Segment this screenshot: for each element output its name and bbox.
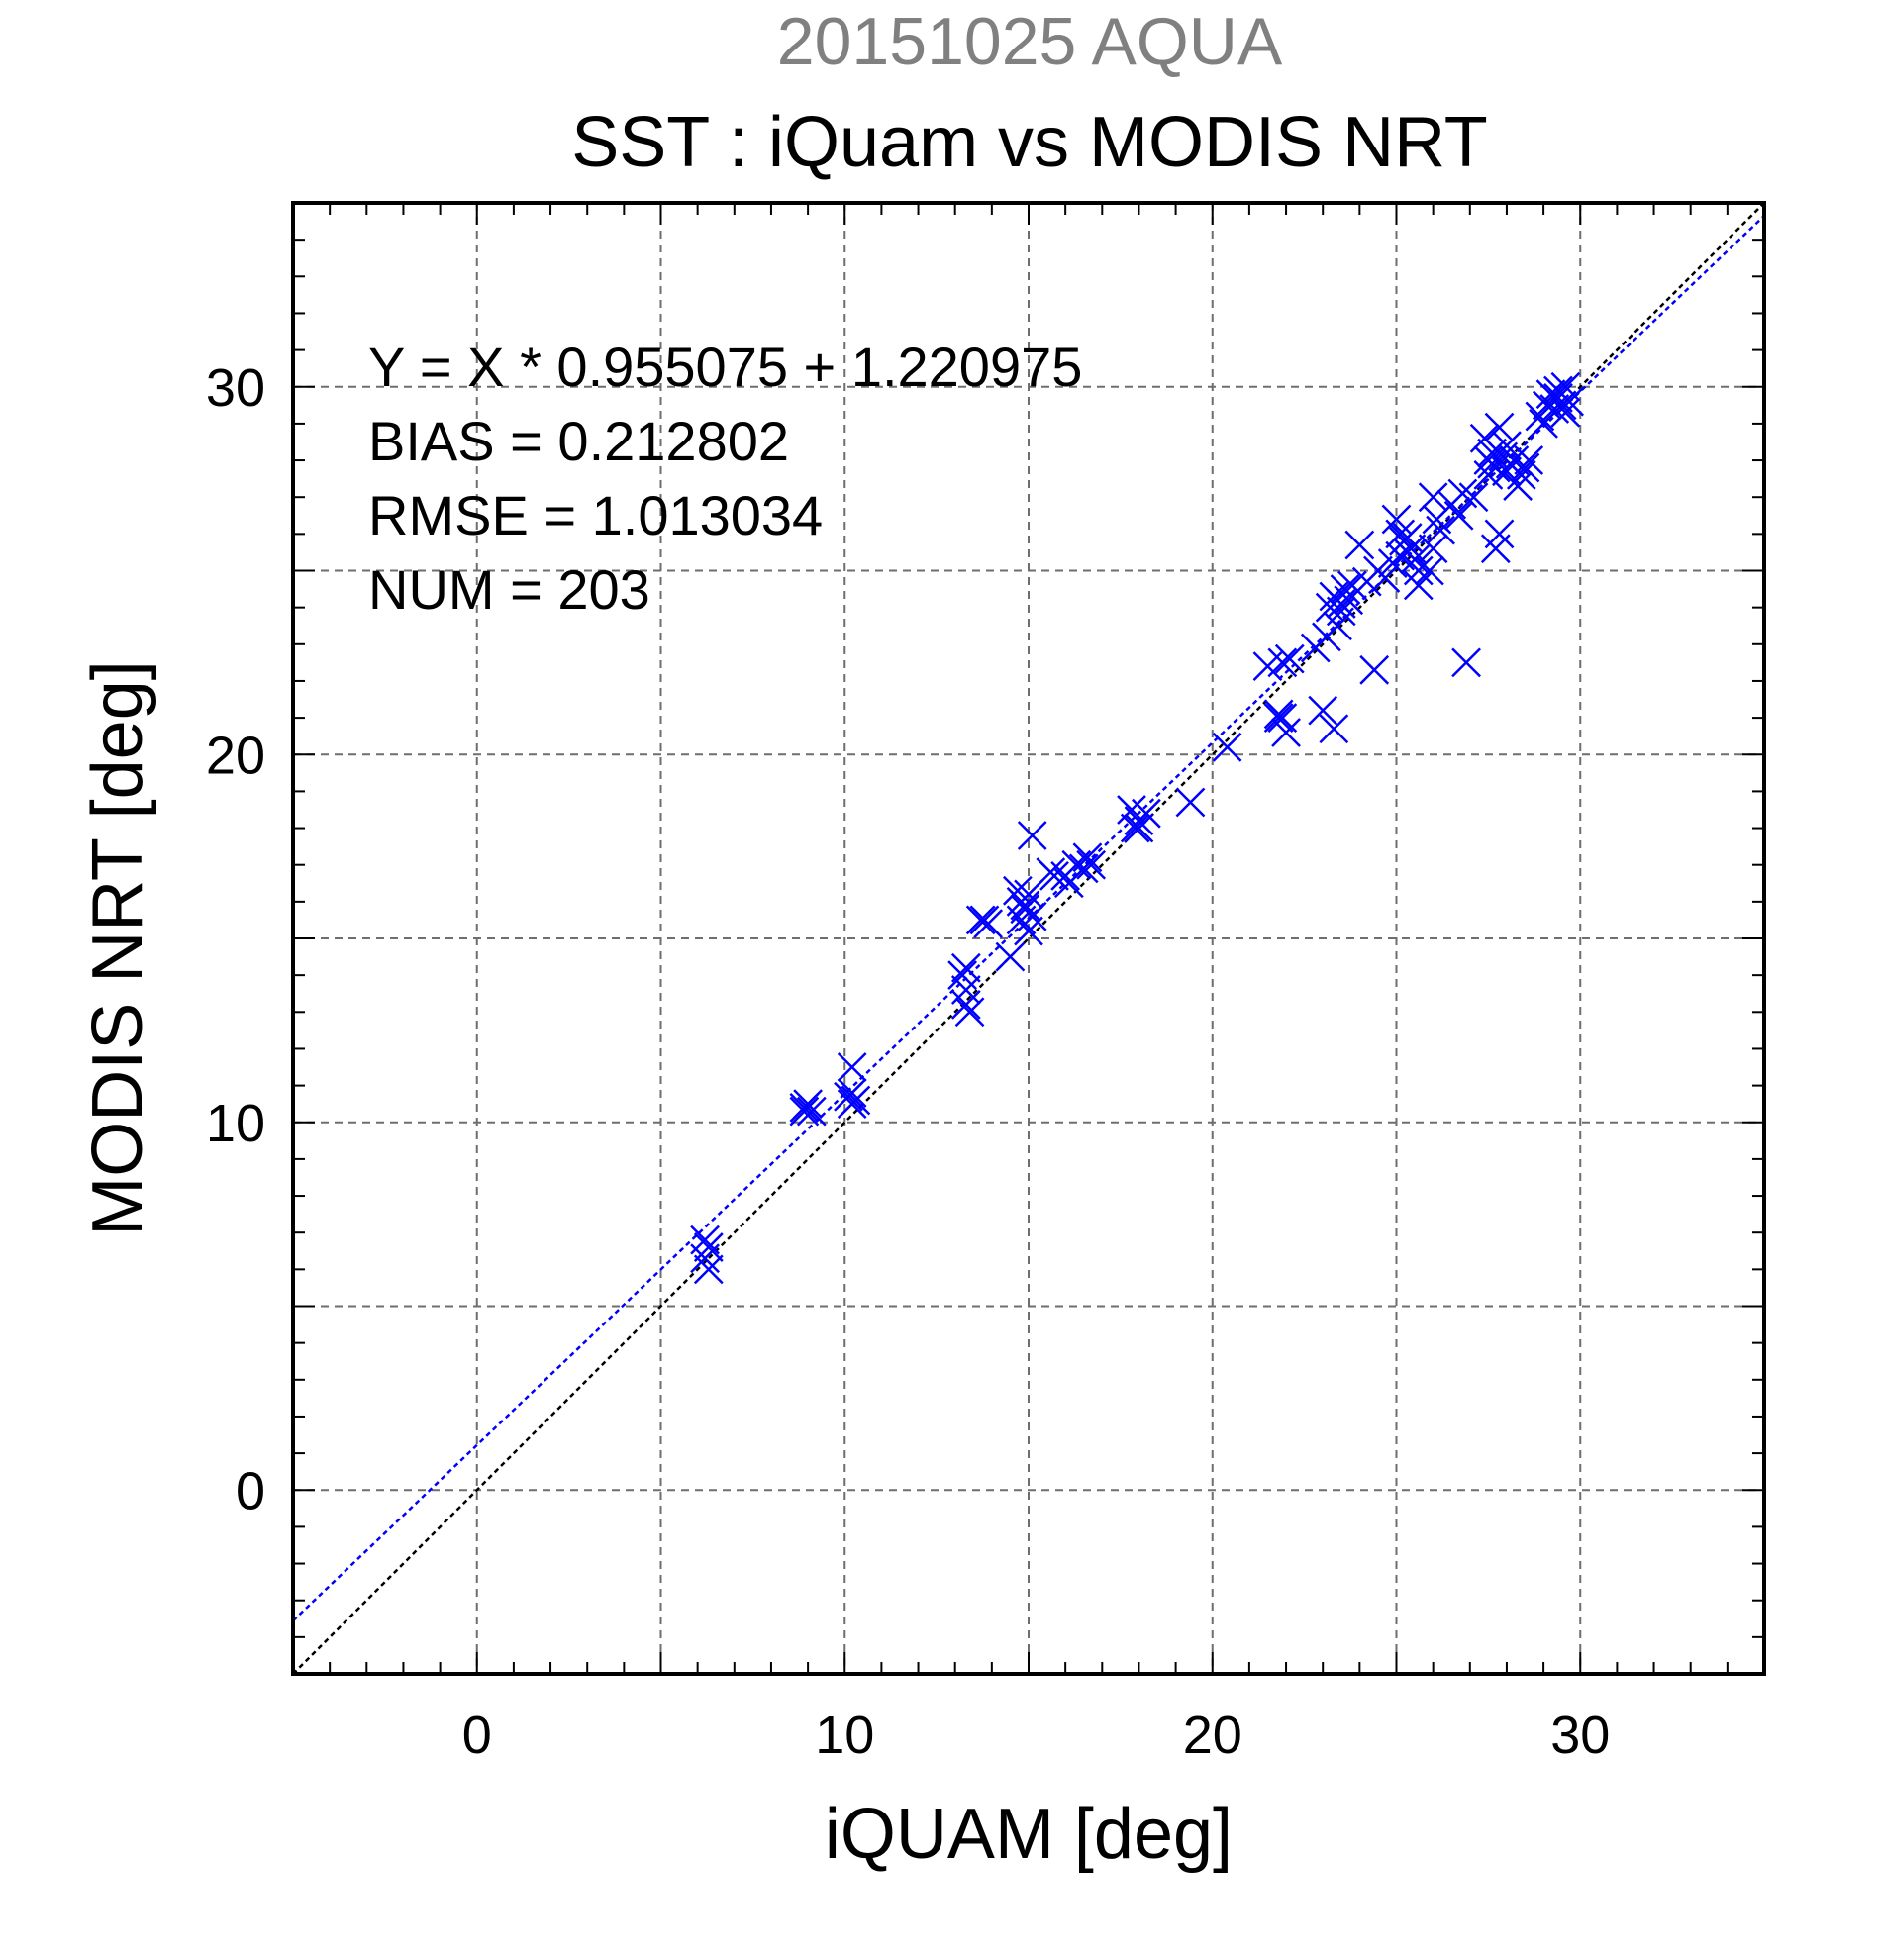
x-tick-label: 10	[815, 1706, 874, 1765]
data-point	[1017, 821, 1047, 850]
data-point	[1040, 860, 1069, 891]
rmse-value: RMSE = 1.013034	[368, 484, 823, 546]
data-point	[1403, 555, 1434, 586]
data-point	[1458, 482, 1489, 513]
plot-frame	[291, 201, 1766, 1676]
data-point	[837, 1089, 867, 1120]
data-point	[1267, 647, 1298, 678]
data-point	[793, 1089, 823, 1120]
data-point	[1308, 695, 1338, 726]
stats-box: Y = X * 0.955075 + 1.220975 BIAS = 0.212…	[368, 336, 1082, 621]
data-point	[1124, 813, 1154, 843]
data-point	[1120, 813, 1150, 843]
data-point	[1443, 500, 1474, 531]
data-point	[1403, 570, 1434, 601]
data-point	[1392, 523, 1423, 552]
fit-equation: Y = X * 0.955075 + 1.220975	[368, 336, 1082, 398]
y-tick-labels: 0 10 20 30	[206, 358, 265, 1521]
data-point	[1550, 371, 1581, 402]
data-point	[1370, 563, 1401, 593]
data-point	[1426, 515, 1455, 545]
data-point	[1076, 849, 1107, 880]
x-tick-label: 0	[462, 1706, 492, 1765]
data-point	[947, 960, 978, 991]
data-point	[1514, 445, 1544, 475]
x-tick-labels: 0 10 20 30	[462, 1706, 1611, 1765]
x-tick-label: 30	[1550, 1706, 1610, 1765]
data-point	[965, 905, 996, 935]
data-point	[1385, 519, 1416, 549]
data-point	[834, 1081, 863, 1112]
y-axis-label: MODIS NRT [deg]	[78, 660, 157, 1236]
data-point	[1072, 842, 1103, 873]
data-point	[1473, 460, 1504, 490]
data-point	[954, 997, 985, 1028]
data-point	[1492, 431, 1522, 461]
data-point	[1385, 540, 1416, 571]
data-point	[1131, 798, 1161, 829]
y-tick-label: 30	[206, 358, 265, 418]
data-point	[1010, 890, 1040, 921]
data-point	[796, 1096, 827, 1127]
data-points	[690, 371, 1584, 1285]
data-point	[1175, 787, 1206, 818]
chart-title: SST : iQuam vs MODIS NRT	[571, 103, 1488, 182]
data-point	[1359, 654, 1390, 685]
data-point	[1271, 718, 1301, 747]
data-point	[1068, 853, 1099, 884]
data-point	[690, 1243, 720, 1274]
y-tick-label: 10	[206, 1094, 265, 1153]
data-point	[950, 989, 981, 1020]
data-point	[1418, 534, 1448, 564]
data-point	[693, 1254, 724, 1285]
data-point	[1510, 452, 1540, 483]
data-point	[1484, 519, 1515, 549]
data-point	[1326, 596, 1356, 627]
data-point	[1263, 703, 1294, 733]
x-tick-label: 20	[1183, 1706, 1242, 1765]
y-tick-label: 20	[206, 726, 265, 785]
data-point	[1451, 647, 1481, 678]
data-point	[1550, 397, 1581, 428]
data-point	[693, 1232, 724, 1262]
data-point	[973, 909, 1004, 939]
data-point	[1418, 482, 1448, 513]
data-point	[1319, 714, 1349, 744]
x-axis-label: iQUAM [deg]	[825, 1795, 1233, 1874]
bias-value: BIAS = 0.212802	[368, 410, 789, 472]
data-point	[1274, 643, 1305, 674]
data-point	[1506, 460, 1536, 490]
data-point	[837, 1052, 867, 1082]
grid	[293, 203, 1764, 1674]
data-point	[1503, 471, 1533, 501]
chart-subtitle: 20151025 AQUA	[777, 4, 1283, 79]
data-point	[1543, 375, 1573, 406]
data-point	[995, 941, 1026, 972]
y-tick-label: 0	[236, 1461, 265, 1520]
data-point	[1002, 875, 1033, 906]
data-point	[1344, 530, 1375, 560]
data-point	[950, 952, 981, 983]
data-point	[1212, 732, 1242, 762]
num-value: NUM = 203	[368, 558, 650, 621]
data-point	[1539, 394, 1570, 424]
data-point	[1484, 412, 1515, 442]
data-point	[789, 1096, 820, 1127]
